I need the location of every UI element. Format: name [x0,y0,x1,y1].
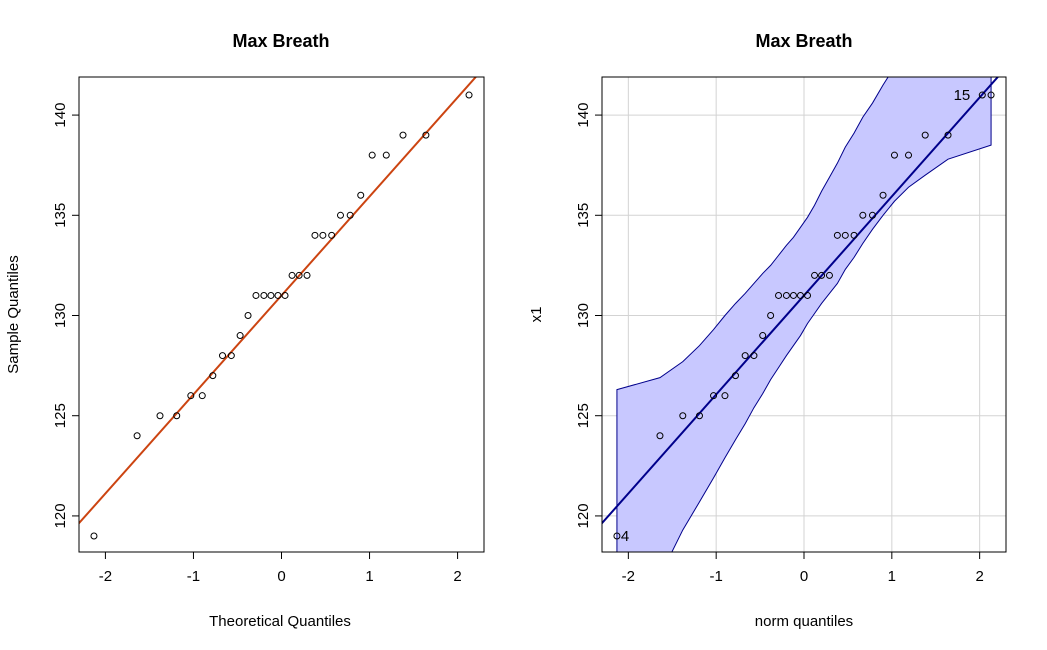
data-point [267,291,275,299]
data-point [422,131,430,139]
data-point [775,291,783,299]
data-point [833,231,841,239]
data-point [613,532,621,540]
data-point [818,271,826,279]
plot-area [602,77,1006,552]
y-tick-label: 130 [52,303,69,328]
reference-line [602,77,1000,525]
panel-2: 4 15 -2 -1 0 1 2 120 125 130 135 140 Max Breath norm … [528,31,1007,630]
x-tick-label: 1 [888,568,896,585]
chart-title: Max Breath [755,31,852,51]
data-point [879,191,887,199]
data-point [869,211,877,219]
data-point [859,211,867,219]
y-tick-label: 140 [575,103,592,128]
data-point [721,392,729,400]
data-point [328,231,336,239]
point-label: 4 [621,528,629,545]
plot-frame [78,76,485,553]
x-axis-label: Theoretical Quantiles [209,613,351,630]
chart-title: Max Breath [232,31,329,51]
x-tick-label: 2 [453,568,461,585]
data-point [227,352,235,360]
data-point [219,352,227,360]
reference-line [79,77,478,525]
point-label: 15 [954,87,971,104]
data-point [281,291,289,299]
data-point [465,91,473,99]
x-tick-label: 0 [800,568,808,585]
x-tick-label: -1 [710,568,723,585]
data-point [303,271,311,279]
data-point [382,151,390,159]
data-point [782,291,790,299]
data-point [357,191,365,199]
confidence-band [616,77,992,552]
data-point [311,231,319,239]
data-point [368,151,376,159]
data-point [336,211,344,219]
data-point [209,372,217,380]
data-point [987,91,995,99]
x-tick-label: 0 [277,568,285,585]
y-tick-label: 135 [52,203,69,228]
data-point [759,332,767,340]
data-point [811,271,819,279]
data-point [944,131,952,139]
data-point [905,151,913,159]
data-point [825,271,833,279]
data-point [187,392,195,400]
x-tick-label: 1 [365,568,373,585]
y-tick-label: 140 [52,103,69,128]
data-point [679,412,687,420]
y-tick-label: 125 [575,403,592,428]
data-point [767,312,775,320]
x-tick-label: -2 [99,568,112,585]
data-point [804,291,812,299]
x-axis-label: norm quantiles [755,613,853,630]
y-axis-label: x1 [528,307,545,323]
data-point [656,432,664,440]
data-point [274,291,282,299]
y-tick-label: 135 [575,203,592,228]
data-point [156,412,164,420]
panel-1: -2 -1 0 1 2 120 125 130 135 140 Max Breath Theoreti… [5,31,485,630]
x-tick-label: -2 [622,568,635,585]
data-point [796,291,804,299]
y-tick-label: 120 [52,503,69,528]
data-point [731,372,739,380]
y-tick-label: 120 [575,503,592,528]
data-point [850,231,858,239]
y-axis-label: Sample Quantiles [5,255,22,373]
data-point [346,211,354,219]
data-point [789,291,797,299]
x-tick-label: 2 [975,568,983,585]
x-tick-label: -1 [187,568,200,585]
data-point [295,271,303,279]
data-point [133,432,141,440]
data-point [695,412,703,420]
data-point [319,231,327,239]
data-point [236,332,244,340]
y-tick-label: 125 [52,403,69,428]
data-point [260,291,268,299]
data-point [198,392,206,400]
plot-area [79,77,478,540]
data-point [173,412,181,420]
data-point [244,312,252,320]
data-point [741,352,749,360]
data-point [710,392,718,400]
data-point [978,91,986,99]
y-tick-label: 130 [575,303,592,328]
data-point [921,131,929,139]
data-point [90,532,98,540]
data-point [288,271,296,279]
data-point [841,231,849,239]
data-point [750,352,758,360]
data-point [252,291,260,299]
data-point [399,131,407,139]
data-point [890,151,898,159]
